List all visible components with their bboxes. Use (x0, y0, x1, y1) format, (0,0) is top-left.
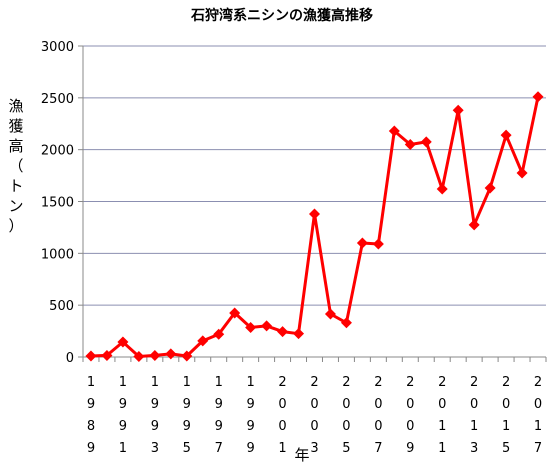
data-point-1990 (101, 349, 113, 361)
y-tick-label: 2500 (41, 92, 74, 107)
y-tick-label: 1000 (41, 247, 74, 262)
y-tick-label: 3000 (41, 40, 74, 55)
data-point-2003 (309, 208, 320, 220)
data-point-1989 (85, 350, 97, 362)
data-point-2002 (293, 328, 305, 340)
x-axis-label: 年 (294, 446, 309, 464)
data-point-2005 (340, 317, 352, 329)
x-axis-ticks: 1 9 8 9 1 9 9 1 1 9 9 3 1 9 9 5 1 9 9 7 1 9 9 9 2 0 0 1 2 0 0 3 2 0 0 5 2 0 0 7… (82, 357, 547, 456)
data-point-2017 (532, 91, 544, 103)
y-tick-label: 1500 (41, 196, 74, 211)
data-point-1996 (197, 335, 209, 347)
data-point-2012 (452, 104, 464, 116)
y-axis-label-text: 漁獲高（トン） (8, 97, 23, 235)
data-point-2010 (420, 136, 432, 148)
data-point-2015 (500, 129, 512, 141)
data-point-1999 (245, 321, 257, 333)
y-tick-label: 0 (66, 351, 74, 366)
gridlines (83, 45, 546, 306)
data-point-2016 (516, 167, 528, 179)
series-fish-catch (85, 91, 544, 362)
data-point-1998 (229, 307, 241, 319)
data-point-1994 (165, 348, 177, 360)
data-point-2008 (388, 125, 400, 137)
chart-title: 石狩湾系ニシンの漁獲高推移 (190, 7, 373, 24)
data-point-2011 (436, 183, 448, 195)
data-point-2014 (484, 182, 496, 194)
data-point-2000 (261, 320, 273, 332)
y-axis-label: 漁獲高（トン） (8, 97, 23, 235)
data-point-1995 (181, 350, 193, 362)
y-tick-label: 2000 (41, 144, 74, 159)
data-point-1997 (213, 328, 225, 340)
data-point-1993 (149, 349, 161, 361)
data-point-1992 (133, 350, 145, 362)
data-point-2004 (324, 308, 336, 320)
data-point-2007 (372, 238, 384, 250)
data-point-2009 (404, 138, 416, 150)
data-point-1991 (117, 336, 129, 348)
data-point-2013 (468, 219, 480, 231)
data-point-2006 (356, 237, 368, 249)
y-axis-ticks: 0 500 1000 1500 2000 2500 3000 (41, 40, 83, 366)
axes (82, 46, 546, 358)
data-point-2001 (277, 326, 289, 338)
y-tick-label: 500 (49, 299, 74, 314)
